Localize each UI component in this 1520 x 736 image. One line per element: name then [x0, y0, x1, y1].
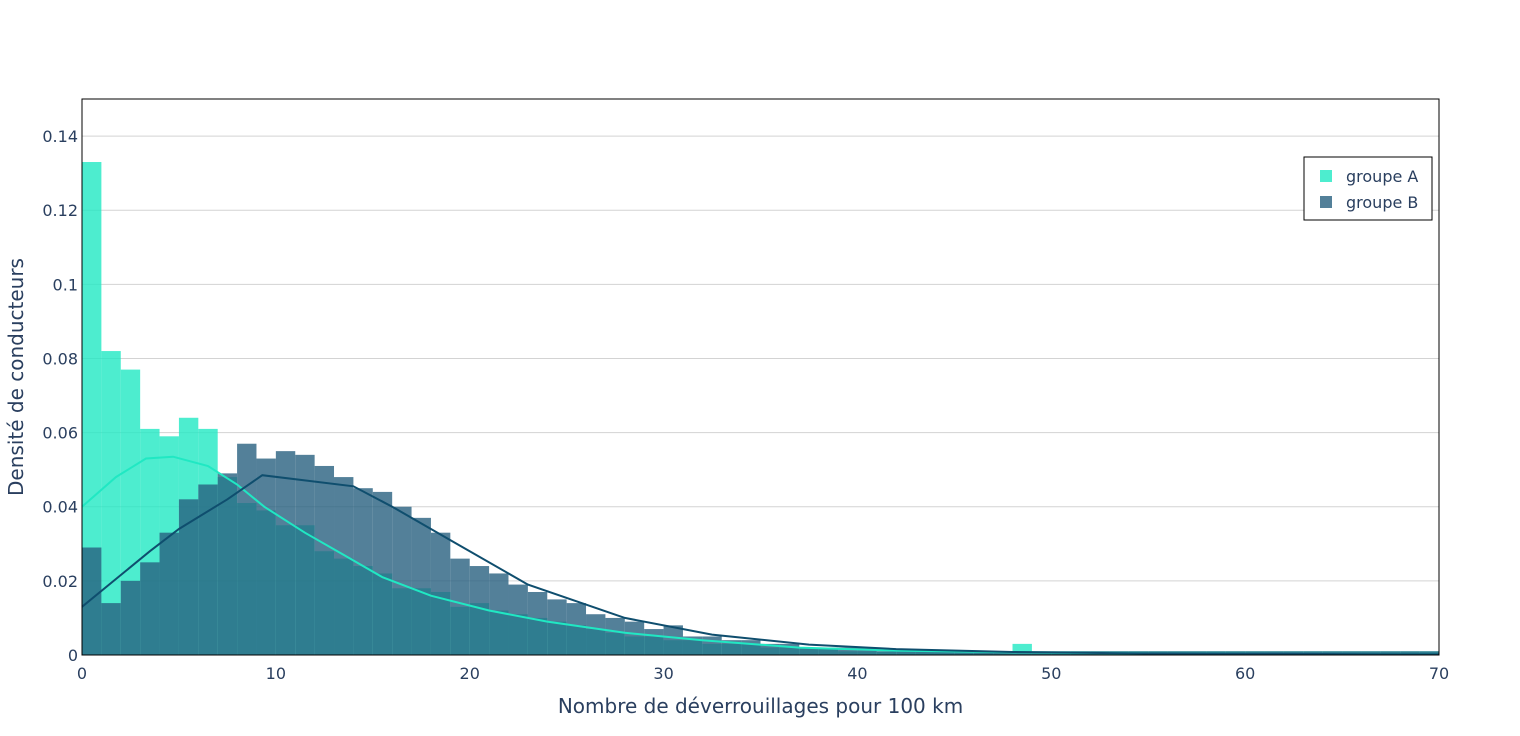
histogram-bar — [586, 614, 606, 655]
histogram-bar — [411, 517, 431, 655]
y-tick-label: 0.08 — [42, 349, 78, 368]
histogram-bar — [101, 603, 121, 655]
histogram-bar — [527, 591, 548, 655]
histogram-bar — [857, 647, 877, 655]
histogram-bar — [547, 599, 567, 655]
histogram-bar — [1419, 651, 1439, 655]
density-line-a — [81, 455, 1440, 656]
histogram-bar — [566, 603, 587, 655]
legend-swatch — [1320, 196, 1332, 208]
x-tick-label: 10 — [266, 664, 286, 683]
histogram-bar — [469, 566, 490, 655]
y-tick-label: 0.04 — [42, 498, 78, 517]
histogram-bar — [624, 621, 645, 655]
x-axis-title: Nombre de déverrouillages pour 100 km — [558, 694, 963, 718]
histogram-bar — [644, 629, 664, 655]
legend-item-groupe-a[interactable]: groupe A — [1320, 167, 1418, 186]
histogram-bar — [799, 647, 819, 655]
histogram-bar — [159, 532, 179, 655]
histogram-bar — [1400, 651, 1420, 655]
legend-label: groupe A — [1346, 167, 1418, 186]
series-b-bars — [82, 443, 1439, 655]
histogram-bar — [237, 443, 257, 655]
histogram-bar — [934, 651, 955, 655]
density-lines — [81, 455, 1440, 656]
histogram-bar — [818, 647, 839, 655]
histogram-bar — [605, 617, 625, 655]
histogram-bar — [120, 580, 141, 655]
histogram-bar — [334, 477, 354, 655]
histogram-bar — [779, 643, 800, 655]
legend-label: groupe B — [1346, 193, 1418, 212]
histogram-bar — [1012, 643, 1032, 655]
histogram-bar — [838, 647, 858, 655]
histogram-bar — [508, 584, 528, 655]
histogram-bar — [256, 458, 276, 655]
density-line-b — [81, 474, 1440, 656]
histogram-bar — [295, 454, 315, 655]
histogram-bar — [721, 640, 742, 655]
histogram-bar — [702, 636, 722, 655]
histogram-bar — [314, 465, 335, 655]
x-tick-label: 50 — [1041, 664, 1061, 683]
x-axis-ticks: 0 10 20 30 40 50 60 70 — [77, 664, 1449, 683]
y-tick-label: 0 — [68, 646, 78, 665]
histogram-bar — [1380, 651, 1401, 655]
histogram-bar — [372, 491, 393, 655]
x-tick-label: 60 — [1235, 664, 1255, 683]
histogram-bar — [973, 651, 994, 655]
histogram-bar — [450, 558, 470, 655]
plot-frame — [81, 98, 1440, 656]
legend-box — [1303, 156, 1433, 221]
histogram-bar — [198, 484, 218, 655]
x-tick-label: 70 — [1429, 664, 1449, 683]
y-axis-title: Densité de conducteurs — [4, 258, 28, 496]
histogram-bar — [430, 532, 451, 655]
x-tick-label: 40 — [847, 664, 867, 683]
histogram-bar — [178, 499, 199, 655]
histogram-bar — [82, 162, 102, 655]
histogram-bar — [489, 573, 509, 655]
histogram-bar — [353, 488, 373, 655]
x-tick-label: 20 — [460, 664, 480, 683]
histogram-bar — [275, 451, 296, 655]
histogram-bar — [896, 651, 916, 655]
y-tick-label: 0.02 — [42, 572, 78, 591]
histogram-bar — [876, 651, 897, 655]
legend[interactable]: groupe A groupe B — [1303, 156, 1433, 221]
y-tick-label: 0.14 — [42, 127, 78, 146]
histogram-bar — [82, 547, 102, 655]
histogram-bar — [915, 651, 935, 655]
histogram-bar — [663, 625, 683, 655]
histogram-bar — [760, 643, 780, 655]
y-axis-ticks: 0 0.02 0.04 0.06 0.08 0.1 0.12 0.14 — [42, 127, 78, 665]
histogram-bar — [217, 473, 238, 655]
histogram-bar — [140, 562, 160, 655]
legend-swatch — [1320, 170, 1332, 182]
x-tick-label: 0 — [77, 664, 87, 683]
y-tick-label: 0.12 — [42, 201, 78, 220]
x-tick-label: 30 — [653, 664, 673, 683]
histogram-bar — [954, 651, 974, 655]
histogram-bar — [993, 651, 1013, 655]
y-tick-label: 0.1 — [53, 275, 78, 294]
histogram-bar — [682, 636, 703, 655]
legend-item-groupe-b[interactable]: groupe B — [1320, 193, 1418, 212]
histogram-bar — [392, 506, 412, 655]
y-tick-label: 0.06 — [42, 424, 78, 443]
